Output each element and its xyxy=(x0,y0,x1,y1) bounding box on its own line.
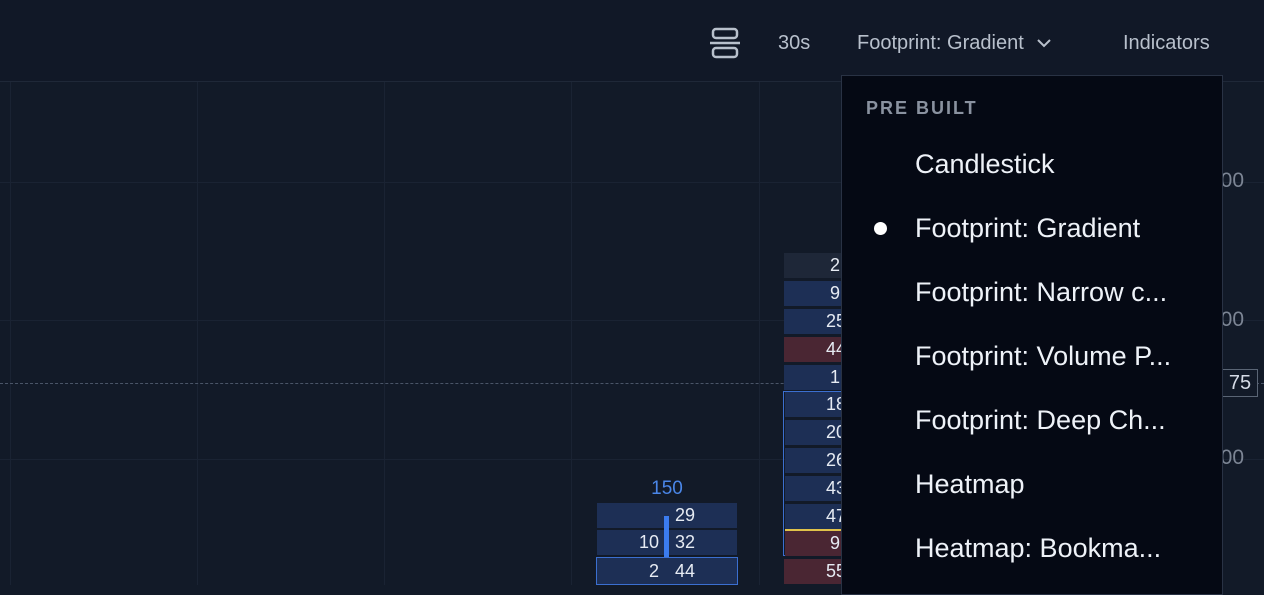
footprint-row: 55 xyxy=(784,559,846,584)
align-center-icon[interactable] xyxy=(708,25,742,61)
current-price-line xyxy=(0,383,1264,384)
grid-line xyxy=(0,320,1264,321)
menu-item-footprint-deep[interactable]: Footprint: Deep Ch... xyxy=(842,390,1222,450)
menu-item-label: Footprint: Gradient xyxy=(915,212,1141,243)
footprint-row: 43 xyxy=(785,476,846,501)
grid-line xyxy=(384,82,385,585)
ask-volume: 20 xyxy=(825,422,846,442)
indicators-label: Indicators xyxy=(1123,31,1210,54)
chart-toolbar: 30s Footprint: Gradient Indicators xyxy=(0,0,1264,82)
bid-volume: 2 xyxy=(648,560,659,581)
ask-volume: 43 xyxy=(825,478,846,498)
bid-volume: 10 xyxy=(638,532,659,552)
footprint-row: 20 xyxy=(785,420,846,445)
footprint-row: 9 xyxy=(784,281,842,306)
selected-dot-icon xyxy=(874,221,887,235)
grid-line xyxy=(0,459,1264,460)
timeframe-button[interactable]: 30s xyxy=(778,28,810,58)
ask-volume: 44 xyxy=(675,560,696,581)
ask-volume: 9 xyxy=(829,533,840,553)
ask-volume: 26 xyxy=(825,450,846,470)
menu-item-candlestick[interactable]: Candlestick xyxy=(842,134,1222,194)
footprint-row: 44 xyxy=(784,337,846,362)
grid-line xyxy=(197,82,198,585)
menu-item-label: Footprint: Deep Ch... xyxy=(915,404,1166,435)
price-axis-label: 00 xyxy=(1220,169,1244,192)
footprint-row: 9 xyxy=(785,531,842,556)
menu-section-title: PRE BUILT xyxy=(866,98,978,118)
candle-volume-total: 150 xyxy=(651,478,683,499)
menu-item-label: Heatmap: Bookma... xyxy=(915,532,1162,563)
chart-type-menu: PRE BUILT Candlestick Footprint: Gradien… xyxy=(841,75,1223,595)
chevron-down-icon xyxy=(1037,39,1051,48)
menu-item-label: Candlestick xyxy=(915,148,1055,179)
grid-line xyxy=(571,82,572,585)
ask-volume: 29 xyxy=(675,505,696,525)
ask-volume: 2 xyxy=(829,255,840,275)
ask-volume: 55 xyxy=(825,561,846,581)
menu-item-label: Footprint: Narrow c... xyxy=(915,276,1168,307)
footprint-row: 25 xyxy=(784,309,846,334)
grid-line xyxy=(10,82,11,585)
footprint-row: 1 xyxy=(784,365,842,390)
chart-type-dropdown[interactable]: Footprint: Gradient xyxy=(857,28,1054,58)
menu-item-label: Heatmap xyxy=(915,468,1025,499)
menu-item-heatmap[interactable]: Heatmap xyxy=(842,454,1222,514)
ask-volume: 44 xyxy=(825,339,846,359)
footprint-row: 2 xyxy=(784,253,842,278)
current-price-tag: 75 xyxy=(1222,369,1258,397)
menu-item-footprint-volume[interactable]: Footprint: Volume P... xyxy=(842,326,1222,386)
footprint-row: 26 xyxy=(785,448,846,473)
current-price-value: 75 xyxy=(1228,371,1252,394)
ask-volume: 1 xyxy=(829,367,840,387)
menu-item-footprint-narrow[interactable]: Footprint: Narrow c... xyxy=(842,262,1222,322)
ask-volume: 25 xyxy=(825,311,846,331)
poc-marker xyxy=(785,529,842,531)
candle-body-wick xyxy=(664,516,669,557)
ask-volume: 47 xyxy=(825,506,846,526)
timeframe-label: 30s xyxy=(778,31,811,54)
ask-volume: 9 xyxy=(829,283,840,303)
grid-line xyxy=(759,82,760,585)
chart-type-label: Footprint: Gradient xyxy=(857,31,1024,54)
menu-item-label: Footprint: Volume P... xyxy=(915,340,1172,371)
price-axis-label: 00 xyxy=(1220,308,1244,331)
menu-item-footprint-gradient[interactable]: Footprint: Gradient xyxy=(842,198,1222,258)
footprint-row: 18 xyxy=(785,392,846,417)
footprint-row: 47 xyxy=(785,504,846,529)
indicators-button[interactable]: Indicators xyxy=(1123,28,1210,58)
grid-line xyxy=(0,182,1264,183)
menu-item-heatmap-bookmap[interactable]: Heatmap: Bookma... xyxy=(842,518,1222,578)
ask-volume: 18 xyxy=(825,394,846,414)
footprint-row: 2 44 xyxy=(596,557,738,585)
price-axis-label: 00 xyxy=(1220,446,1244,469)
ask-volume: 32 xyxy=(675,532,696,552)
